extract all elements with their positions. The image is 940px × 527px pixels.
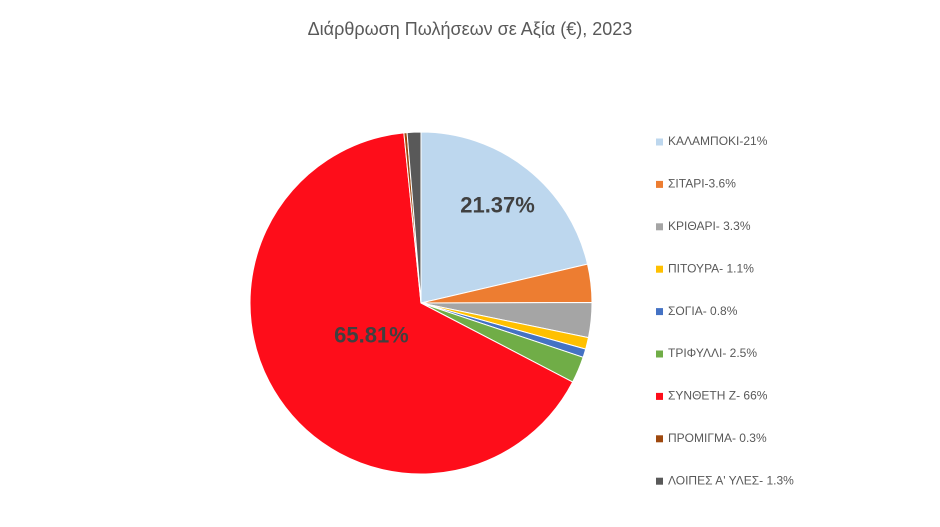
legend-swatch [656,308,663,316]
legend-swatch [656,392,663,400]
legend-label: ΚΡΙΘΑΡΙ- 3.3% [668,219,751,233]
legend-label: ΣΙΤΑΡΙ-3.6% [668,177,736,191]
legend-swatch [656,265,663,273]
data-label: 65.81% [334,322,409,347]
pie-slice [406,131,422,304]
legend-swatch [656,350,663,358]
legend-label: ΠΡΟΜΙΓΜΑ- 0.3% [668,431,767,445]
legend-label: ΛΟΙΠΕΣ Α' ΥΛΕΣ- 1.3% [668,473,794,487]
legend-label: ΚΑΛΑΜΠΟΚΙ-21% [668,134,768,148]
legend-label: ΤΡΙΦΥΛΛΙ- 2.5% [668,346,757,360]
legend-label: ΠΙΤΟΥΡΑ- 1.1% [668,261,754,275]
legend-swatch [656,138,663,146]
legend-swatch [656,435,663,443]
legend-label: ΣΥΝΘΕΤΗ Ζ- 66% [668,389,768,403]
pie-slice [420,131,589,304]
legend-swatch [656,477,663,485]
legend-swatch [656,223,663,231]
legend-swatch [656,180,663,188]
data-label: 21.37% [460,192,535,217]
pie-slice [249,132,574,475]
legend-label: ΣΟΓΙΑ- 0.8% [668,304,738,318]
chart-title: Διάρθρωση Πωλήσεων σε Αξία (€), 2023 [308,19,633,39]
